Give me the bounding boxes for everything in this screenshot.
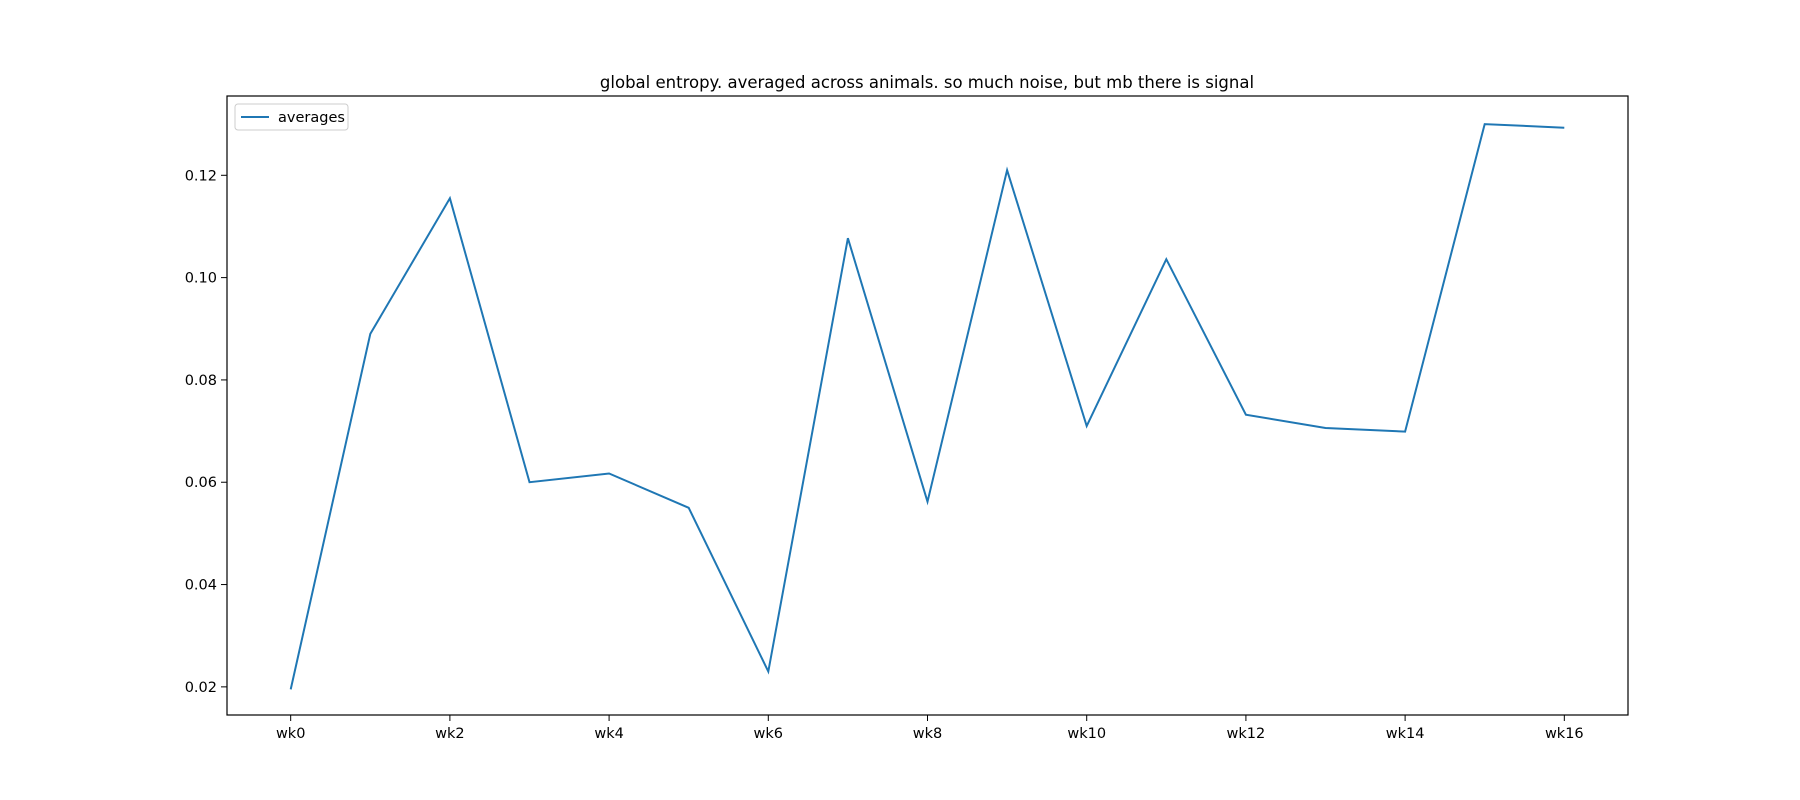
y-tick-label: 0.10 xyxy=(185,271,217,287)
y-tick-label: 0.04 xyxy=(185,578,217,594)
series-layer xyxy=(289,123,1565,690)
x-axis-ticks: wk0 wk2 wk4 wk6 wk8 wk10 wk12 wk14 wk16 xyxy=(276,715,1584,742)
y-tick-label: 0.02 xyxy=(185,680,217,696)
x-tick-label: wk16 xyxy=(1545,726,1584,742)
x-tick-label: wk12 xyxy=(1227,726,1266,742)
y-axis-ticks: 0.02 0.04 0.06 0.08 0.10 0.12 xyxy=(185,168,227,696)
x-tick-label: wk0 xyxy=(276,726,305,742)
x-tick-label: wk14 xyxy=(1386,726,1425,742)
x-tick-label: wk4 xyxy=(594,726,623,742)
x-tick-label: wk6 xyxy=(754,726,783,742)
legend-box xyxy=(234,103,349,131)
legend-label: averages xyxy=(278,110,345,126)
x-tick-label: wk8 xyxy=(913,726,942,742)
y-tick-label: 0.06 xyxy=(185,475,217,491)
chart-title: global entropy. averaged across animals.… xyxy=(600,73,1254,92)
y-tick-label: 0.08 xyxy=(185,373,217,389)
plot-area-frame xyxy=(226,95,1629,716)
x-tick-label: wk2 xyxy=(435,726,464,742)
series-line-averages xyxy=(289,123,1565,690)
y-tick-label: 0.12 xyxy=(185,168,217,184)
legend: averages xyxy=(234,103,349,131)
x-tick-label: wk10 xyxy=(1067,726,1106,742)
